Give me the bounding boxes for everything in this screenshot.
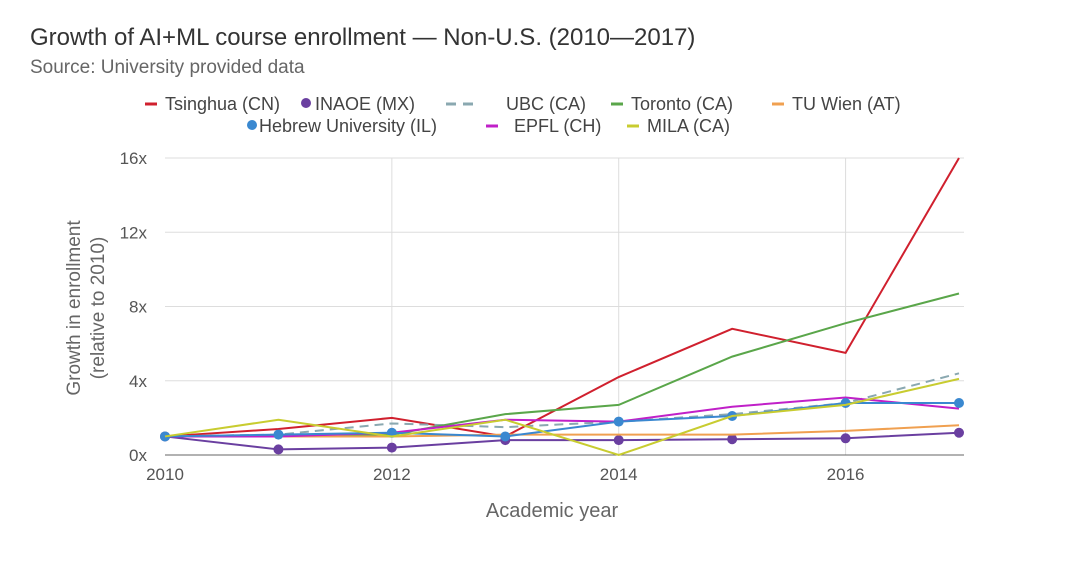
- x-axis-label: Academic year: [486, 500, 619, 522]
- x-tick-label: 2014: [600, 465, 638, 484]
- data-point: [613, 416, 624, 427]
- legend-marker: [247, 120, 257, 130]
- data-point: [954, 427, 964, 438]
- data-point: [840, 433, 851, 444]
- x-tick-label: 2016: [827, 465, 865, 484]
- series-line-6: [165, 396, 960, 438]
- data-point: [954, 398, 964, 409]
- series-line-7: [164, 377, 960, 457]
- y-axis-label: Growth in enrollment: [64, 220, 85, 396]
- chart-subtitle: Source: University provided data: [30, 57, 305, 78]
- data-point: [727, 434, 738, 445]
- y-axis-label: (relative to 2010): [88, 237, 109, 380]
- legend-label: EPFL (CH): [514, 116, 601, 136]
- x-tick-label: 2010: [146, 465, 184, 484]
- data-point: [273, 444, 284, 455]
- y-tick-label: 12x: [120, 223, 148, 242]
- legend-label: TU Wien (AT): [792, 94, 901, 114]
- x-tick-label: 2012: [373, 465, 411, 484]
- data-point: [500, 431, 511, 442]
- legend-label: Tsinghua (CN): [165, 94, 280, 114]
- legend-label: Hebrew University (IL): [259, 116, 437, 136]
- series-line-1: [164, 431, 960, 451]
- legend-label: UBC (CA): [506, 94, 586, 114]
- y-tick-label: 4x: [129, 372, 147, 391]
- y-tick-label: 16x: [120, 149, 148, 168]
- legend-marker: [301, 98, 311, 108]
- legend-label: Toronto (CA): [631, 94, 733, 114]
- legend-label: INAOE (MX): [315, 94, 415, 114]
- data-point: [840, 398, 851, 409]
- series-line-3: [165, 292, 960, 438]
- y-tick-label: 8x: [129, 298, 147, 317]
- y-tick-label: 0x: [129, 446, 147, 465]
- data-point: [273, 429, 284, 440]
- data-point: [386, 442, 397, 453]
- series-line-5: [164, 402, 959, 438]
- data-point: [613, 435, 624, 446]
- legend-label: MILA (CA): [647, 116, 730, 136]
- series-line-0: [164, 157, 960, 438]
- chart-title: Growth of AI+ML course enrollment — Non-…: [30, 24, 696, 51]
